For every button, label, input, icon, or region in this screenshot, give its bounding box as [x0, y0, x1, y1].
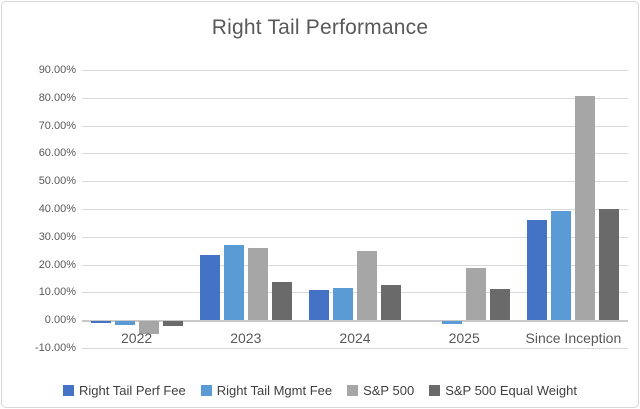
chart-title: Right Tail Performance — [211, 16, 429, 39]
legend-label: S&P 500 — [363, 383, 415, 398]
bar-right-tail-perf-fee-2023 — [199, 255, 220, 321]
bar-right-tail-mgmt-fee-2025 — [442, 321, 463, 324]
bar-right-tail-mgmt-fee-since-inception — [551, 210, 572, 321]
x-axis-category-label: 2022 — [121, 330, 153, 347]
y-axis-tick-label: 80.00% — [38, 91, 76, 104]
gridline — [82, 348, 628, 349]
bar-s-p-500-2024 — [357, 250, 377, 321]
bar-s-p-500-equal-weight-2023 — [271, 281, 292, 321]
legend-swatch-icon — [200, 385, 212, 396]
legend-item-s-p-500-equal-weight: S&P 500 Equal Weight — [429, 383, 577, 398]
legend-item-s-p-500: S&P 500 — [347, 383, 414, 398]
gridline — [82, 125, 628, 127]
x-axis-category-label: 2023 — [230, 330, 262, 347]
gridline — [82, 209, 628, 210]
bar-right-tail-perf-fee-2022 — [90, 321, 111, 323]
x-axis-line — [82, 320, 628, 323]
y-axis-tick-label: 10.00% — [38, 286, 76, 299]
gridline — [82, 181, 628, 183]
bar-s-p-500-equal-weight-since-inception — [599, 208, 620, 321]
gridline — [82, 97, 628, 99]
legend-swatch-icon — [63, 385, 75, 396]
y-axis-tick-label: 0.00% — [44, 314, 76, 327]
bar-s-p-500-2025 — [466, 267, 487, 321]
y-axis-tick-label: 20.00% — [38, 258, 76, 271]
x-axis-category-label: Since Inception — [525, 330, 622, 347]
bar-s-p-500-2022 — [138, 321, 159, 334]
x-axis-category-label: 2024 — [339, 330, 371, 347]
bar-s-p-500-equal-weight-2022 — [162, 321, 183, 327]
bar-right-tail-mgmt-fee-2024 — [333, 287, 353, 321]
y-axis-tick-label: -10.00% — [35, 342, 76, 354]
y-axis-tick-label: 60.00% — [38, 147, 76, 160]
bar-s-p-500-equal-weight-2024 — [381, 284, 401, 321]
bar-s-p-500-since-inception — [575, 96, 596, 321]
legend: Right Tail Perf Fee Right Tail Mgmt Fee S&… — [2, 383, 638, 398]
gridline — [82, 70, 628, 71]
legend-item-right-tail-mgmt-fee: Right Tail Mgmt Fee — [200, 383, 333, 398]
bar-right-tail-perf-fee-2024 — [309, 290, 329, 321]
y-axis-tick-label: 50.00% — [38, 175, 76, 188]
legend-label: Right Tail Mgmt Fee — [216, 383, 333, 398]
y-axis-tick-label: 30.00% — [38, 230, 76, 243]
bar-s-p-500-equal-weight-2025 — [490, 289, 511, 321]
bar-right-tail-mgmt-fee-2023 — [223, 244, 244, 321]
gridline — [82, 153, 628, 155]
gridline — [82, 236, 628, 238]
legend-item-right-tail-perf-fee: Right Tail Perf Fee — [63, 383, 186, 398]
y-axis-tick-label: 40.00% — [38, 203, 76, 215]
legend-label: S&P 500 Equal Weight — [445, 383, 577, 398]
legend-swatch-icon — [429, 385, 441, 396]
bar-right-tail-perf-fee-since-inception — [527, 219, 548, 321]
bar-right-tail-mgmt-fee-2022 — [114, 321, 135, 326]
legend-label: Right Tail Perf Fee — [79, 383, 186, 398]
y-axis-tick-label: 90.00% — [38, 64, 76, 76]
gridline — [82, 264, 628, 266]
legend-swatch-icon — [347, 385, 359, 396]
y-axis-tick-label: 70.00% — [38, 119, 76, 132]
x-axis-category-label: 2025 — [448, 330, 480, 347]
gridline — [82, 292, 628, 294]
bar-s-p-500-2023 — [247, 247, 268, 321]
plot-area: 90.00% 80.00% 70.00% 60.00% 50.00% 40.00% 30.0… — [35, 64, 628, 354]
